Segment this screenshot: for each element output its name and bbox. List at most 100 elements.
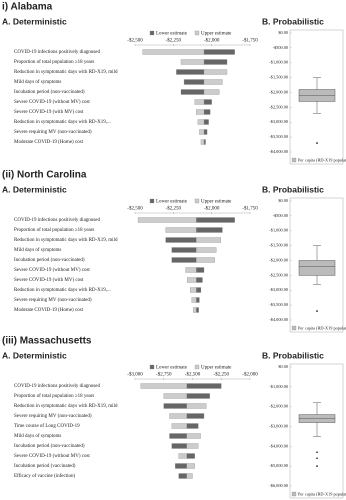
y-tick-label: -$1,500.00	[269, 75, 288, 81]
bar	[171, 423, 187, 429]
bar	[185, 267, 197, 273]
bar	[180, 59, 205, 65]
y-tick-label: -$4,000.00	[269, 443, 288, 449]
y-tick-label: -$1,000.00	[269, 384, 288, 390]
legend-label: Upper estimate	[201, 199, 232, 204]
bar	[186, 453, 195, 459]
bar	[183, 79, 205, 85]
bar	[203, 49, 235, 55]
bar	[196, 217, 235, 223]
plot-frame	[289, 197, 344, 333]
category-label: Proportion of total population ≥18 years	[14, 228, 94, 233]
bar	[186, 403, 207, 409]
y-tick-label: -$1,000.00	[269, 228, 288, 234]
category-label: Moderate COVID-19 (Home) cost	[14, 308, 84, 313]
section-title: i) Alabama	[2, 2, 53, 13]
x-tick-label: -$2,000	[204, 39, 220, 44]
category-label: Reduction in symptomatic days with RD-X1…	[14, 70, 118, 75]
bar	[203, 79, 223, 85]
bar	[180, 89, 205, 95]
bar	[196, 277, 203, 283]
bar	[165, 227, 197, 233]
bar	[175, 463, 187, 469]
category-label: Incubation period (non-vaccinated)	[14, 258, 85, 263]
chart-title: A. Deterministic	[2, 184, 67, 194]
bar	[171, 443, 187, 449]
category-label: Severe COVID-19 (without MV) cost	[14, 100, 90, 105]
category-label: Mild days of symptoms	[14, 434, 61, 439]
category-label: Severe COVID-19 (without MV) cost	[14, 454, 90, 459]
plot-frame	[289, 363, 344, 499]
y-tick-label: -$3,500.00	[269, 134, 288, 140]
legend-swatch	[291, 325, 297, 331]
legend-swatch	[194, 198, 200, 204]
x-tick-label: -$2,250	[166, 39, 182, 44]
legend-label: Per capita (RD-X19 population) costs	[298, 157, 346, 162]
y-tick-label: -$2,500.00	[269, 104, 288, 110]
category-label: Moderate COVID-19 (Home) cost	[14, 140, 84, 145]
y-tick-label: -$3,000.00	[269, 423, 288, 429]
legend-swatch	[291, 157, 297, 163]
category-label: Reduction in symptomatic days with RD-X1…	[14, 288, 111, 293]
category-label: Reduction in symptomatic days with RD-X1…	[14, 120, 111, 125]
bar	[203, 69, 228, 75]
bar	[186, 383, 222, 389]
category-label: Mild days of symptoms	[14, 248, 61, 253]
bar	[196, 307, 199, 313]
x-tick-label: -$2,000	[242, 373, 258, 378]
category-label: Mild days of symptoms	[14, 80, 61, 85]
bar	[197, 119, 205, 125]
bar	[191, 297, 197, 303]
legend-label: Per capita (RD-X19 population) costs	[298, 491, 346, 496]
bar	[186, 433, 201, 439]
legend-swatch	[149, 198, 155, 204]
y-tick-label: -$6,000.00	[269, 483, 288, 489]
section-title: (ii) North Carolina	[2, 170, 87, 181]
bar	[196, 109, 205, 115]
y-tick-label: $0.00	[278, 364, 288, 369]
x-tick-label: -$2,500	[185, 373, 201, 378]
bar	[190, 287, 197, 293]
bar	[203, 139, 206, 145]
x-tick-label: -$2,500	[127, 39, 143, 44]
category-label: COVID-19 infections positively diagnosed	[14, 218, 100, 223]
y-tick-label: -$3,000.00	[269, 287, 288, 293]
bar	[203, 99, 212, 105]
category-label: COVID-19 infections positively diagnosed	[14, 50, 100, 55]
category-label: COVID-19 infections positively diagnosed	[14, 384, 100, 389]
bar	[171, 257, 197, 263]
bar	[178, 473, 187, 479]
legend-label: Lower estimate	[156, 365, 188, 370]
x-tick-label: -$2,750	[156, 373, 172, 378]
bar	[186, 423, 199, 429]
y-tick-label: -$4,000.00	[269, 317, 288, 323]
bar	[196, 227, 223, 233]
category-label: Efficacy of vaccine (infection)	[14, 474, 75, 479]
outlier	[316, 457, 318, 460]
bar	[186, 463, 195, 469]
bar	[203, 129, 208, 135]
bar	[196, 287, 202, 293]
y-tick-label: $0.00	[278, 30, 288, 35]
x-tick-label: -$3,000	[127, 373, 143, 378]
category-label: Reduction in symptomatic days with RD-X1…	[14, 404, 118, 409]
bar	[196, 297, 200, 303]
x-tick-label: -$2,250	[166, 207, 182, 212]
section-title: (iii) Massachusetts	[2, 336, 92, 347]
legend-swatch	[291, 491, 297, 497]
x-tick-label: -$2,000	[204, 207, 220, 212]
bar	[203, 109, 211, 115]
category-label: Incubation period (non-vaccinated)	[14, 90, 85, 95]
bar	[186, 413, 205, 419]
x-tick-label: -$1,750	[242, 207, 258, 212]
y-tick-label: -$1,000.00	[269, 60, 288, 66]
y-tick-label: -$2,000.00	[269, 257, 288, 263]
legend-label: Lower estimate	[156, 199, 188, 204]
category-label: Severe requiring MV (non-vaccinated)	[14, 130, 92, 135]
bar	[203, 59, 228, 65]
category-label: Severe COVID-19 (with MV) cost	[14, 278, 84, 283]
chart-title: B. Probabilistic	[262, 16, 324, 26]
legend-swatch	[194, 30, 200, 36]
y-tick-label: $0.00	[278, 198, 288, 203]
